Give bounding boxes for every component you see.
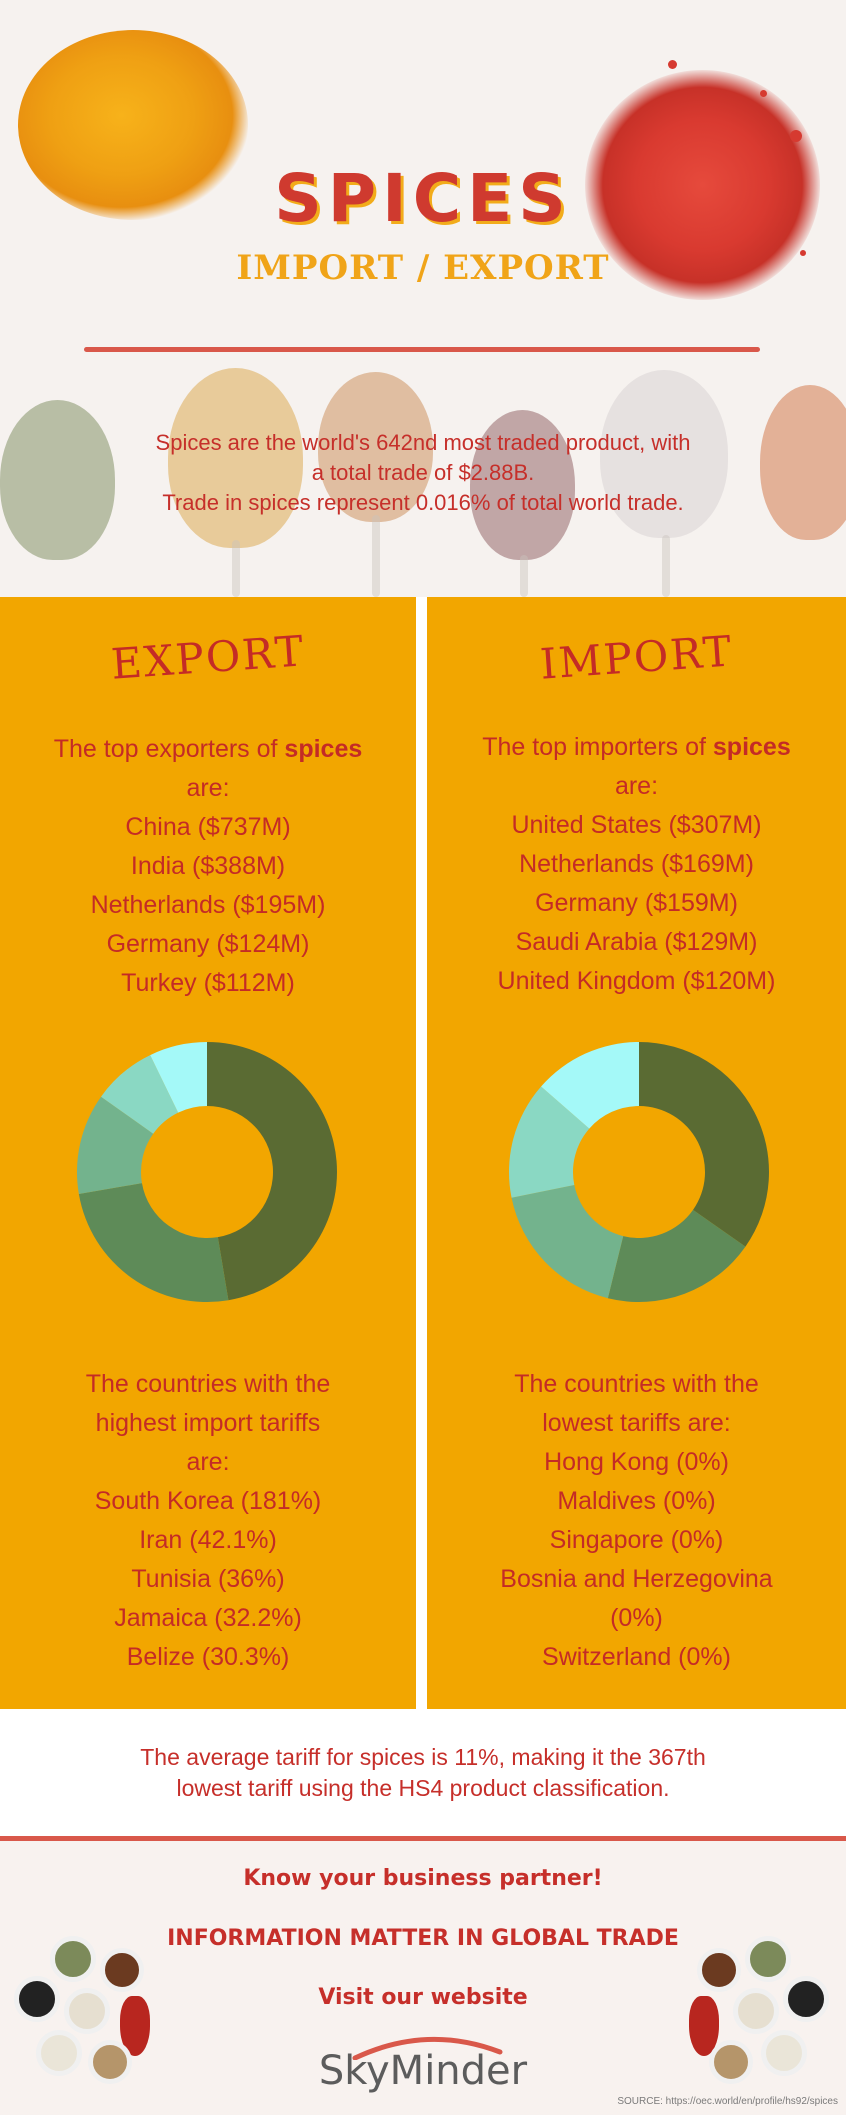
visit-website-link[interactable]: Visit our website <box>318 1985 528 2010</box>
header-divider <box>84 347 760 352</box>
paprika-speck <box>790 130 802 142</box>
import-tariff-list: The countries with the lowest tariffs ar… <box>447 1365 826 1677</box>
average-tariff-note: The average tariff for spices is 11%, ma… <box>90 1742 756 1804</box>
spoon-handle <box>372 515 380 597</box>
import-donut-slice-2 <box>607 1209 746 1302</box>
export-item: Netherlands ($195M) <box>90 891 326 919</box>
import-tariff-line: The countries with the <box>514 1370 759 1398</box>
import-heading: IMPORT <box>427 626 846 688</box>
import-tariff-item: Singapore (0%) <box>549 1526 724 1554</box>
page-subtitle: IMPORT / EXPORT <box>236 248 610 288</box>
export-item: Germany ($124M) <box>106 930 310 958</box>
import-intro-bold: spices <box>712 733 791 761</box>
spoon-salt-image <box>600 370 728 538</box>
import-tariff-item: Hong Kong (0%) <box>544 1448 729 1476</box>
export-panel: EXPORT The top exporters of spices are: … <box>0 597 416 1709</box>
import-intro-suffix: are: <box>614 772 659 800</box>
import-donut-slice-5 <box>541 1042 639 1129</box>
export-heading-text: EXPORT <box>109 626 307 689</box>
export-tariff-line: The countries with the <box>85 1370 331 1398</box>
export-tariff-item: Belize (30.3%) <box>126 1643 290 1671</box>
export-donut-chart <box>77 1042 337 1302</box>
spoon-handle <box>232 540 240 597</box>
footer-divider <box>0 1836 846 1841</box>
paprika-speck <box>800 250 806 256</box>
import-item: United Kingdom ($120M) <box>497 967 776 995</box>
footer <box>0 1841 846 2115</box>
spoon-handle <box>662 535 670 597</box>
import-tariff-item: Maldives (0%) <box>557 1487 716 1515</box>
import-item: Germany ($159M) <box>535 889 738 917</box>
import-top-list: The top importers of spices are: United … <box>447 728 826 1001</box>
export-intro-suffix: are: <box>186 774 230 802</box>
export-top-list: The top exporters of spices are: China (… <box>20 730 396 1003</box>
import-item: United States ($307M) <box>511 811 762 839</box>
export-tariff-list: The countries with the highest import ta… <box>20 1365 396 1677</box>
page-title: SPICES <box>274 160 572 237</box>
export-intro-prefix: The top exporters of <box>53 735 285 763</box>
import-tariff-line: lowest tariffs are: <box>542 1409 731 1437</box>
export-donut-slice-4 <box>101 1055 179 1134</box>
export-tariff-item: Tunisia (36%) <box>131 1565 285 1593</box>
logo-swoosh-icon <box>352 2036 503 2060</box>
export-heading: EXPORT <box>0 626 416 688</box>
import-intro-line: The top importers of spices <box>447 728 826 767</box>
paprika-speck <box>760 90 767 97</box>
export-donut-slice-2 <box>78 1183 229 1302</box>
import-donut-slice-1 <box>639 1042 769 1247</box>
export-item: Turkey ($112M) <box>121 969 295 997</box>
paprika-pile-image <box>585 70 820 300</box>
import-donut-chart <box>509 1042 769 1302</box>
export-intro-line: The top exporters of spices <box>20 730 396 769</box>
spice-bowls-right-image <box>665 1926 835 2101</box>
import-tariff-item: Bosnia and Herzegovina <box>500 1565 773 1593</box>
source-citation: SOURCE: https://oec.world/en/profile/hs9… <box>617 2096 838 2107</box>
paprika-speck <box>668 60 677 69</box>
export-donut-slice-5 <box>150 1042 207 1113</box>
skyminder-logo[interactable]: SkyMinder <box>318 2048 528 2094</box>
cta-know-partner: Know your business partner! <box>243 1866 603 1891</box>
tariff-note-line: The average tariff for spices is 11%, ma… <box>140 1744 706 1770</box>
export-donut-slice-1 <box>207 1042 337 1301</box>
import-tariff-item: (0%) <box>610 1604 663 1632</box>
export-tariff-line: are: <box>186 1448 230 1476</box>
spoon-handle <box>520 555 528 597</box>
export-tariff-item: Iran (42.1%) <box>139 1526 277 1554</box>
import-tariff-item: Switzerland (0%) <box>542 1643 731 1671</box>
spice-bowls-left-image <box>10 1926 180 2101</box>
export-tariff-item: South Korea (181%) <box>94 1487 322 1515</box>
tariff-note-line: lowest tariff using the HS4 product clas… <box>176 1775 670 1801</box>
spoon-chili-image <box>760 385 846 540</box>
export-intro-bold: spices <box>284 735 363 763</box>
import-item: Netherlands ($169M) <box>519 850 754 878</box>
intro-line: Trade in spices represent 0.016% of tota… <box>162 490 684 515</box>
panel-gap <box>416 597 427 1709</box>
turmeric-pile-image <box>18 30 248 220</box>
import-panel: IMPORT The top importers of spices are: … <box>427 597 846 1709</box>
cta-information: INFORMATION MATTER IN GLOBAL TRADE <box>167 1926 679 1951</box>
export-tariff-line: highest import tariffs <box>95 1409 321 1437</box>
export-item: China ($737M) <box>125 813 291 841</box>
spoon-pepper-image <box>470 410 575 560</box>
spoon-cumin-image <box>318 372 433 522</box>
intro-text: Spices are the world's 642nd most traded… <box>90 428 756 518</box>
spoon-herbs-image <box>0 400 115 560</box>
header-banner: SPICES IMPORT / EXPORT Spices are the wo… <box>0 0 846 597</box>
intro-line: Spices are the world's 642nd most traded… <box>155 430 691 455</box>
import-donut-slice-4 <box>509 1086 590 1198</box>
intro-line: a total trade of $2.88B. <box>311 460 535 485</box>
import-donut-slice-3 <box>511 1185 624 1299</box>
export-tariff-item: Jamaica (32.2%) <box>114 1604 302 1632</box>
import-item: Saudi Arabia ($129M) <box>515 928 758 956</box>
import-heading-text: IMPORT <box>538 626 735 689</box>
export-donut-slice-3 <box>77 1096 154 1194</box>
export-item: India ($388M) <box>130 852 286 880</box>
import-intro-prefix: The top importers of <box>482 733 713 761</box>
spoon-curry-image <box>168 368 303 548</box>
